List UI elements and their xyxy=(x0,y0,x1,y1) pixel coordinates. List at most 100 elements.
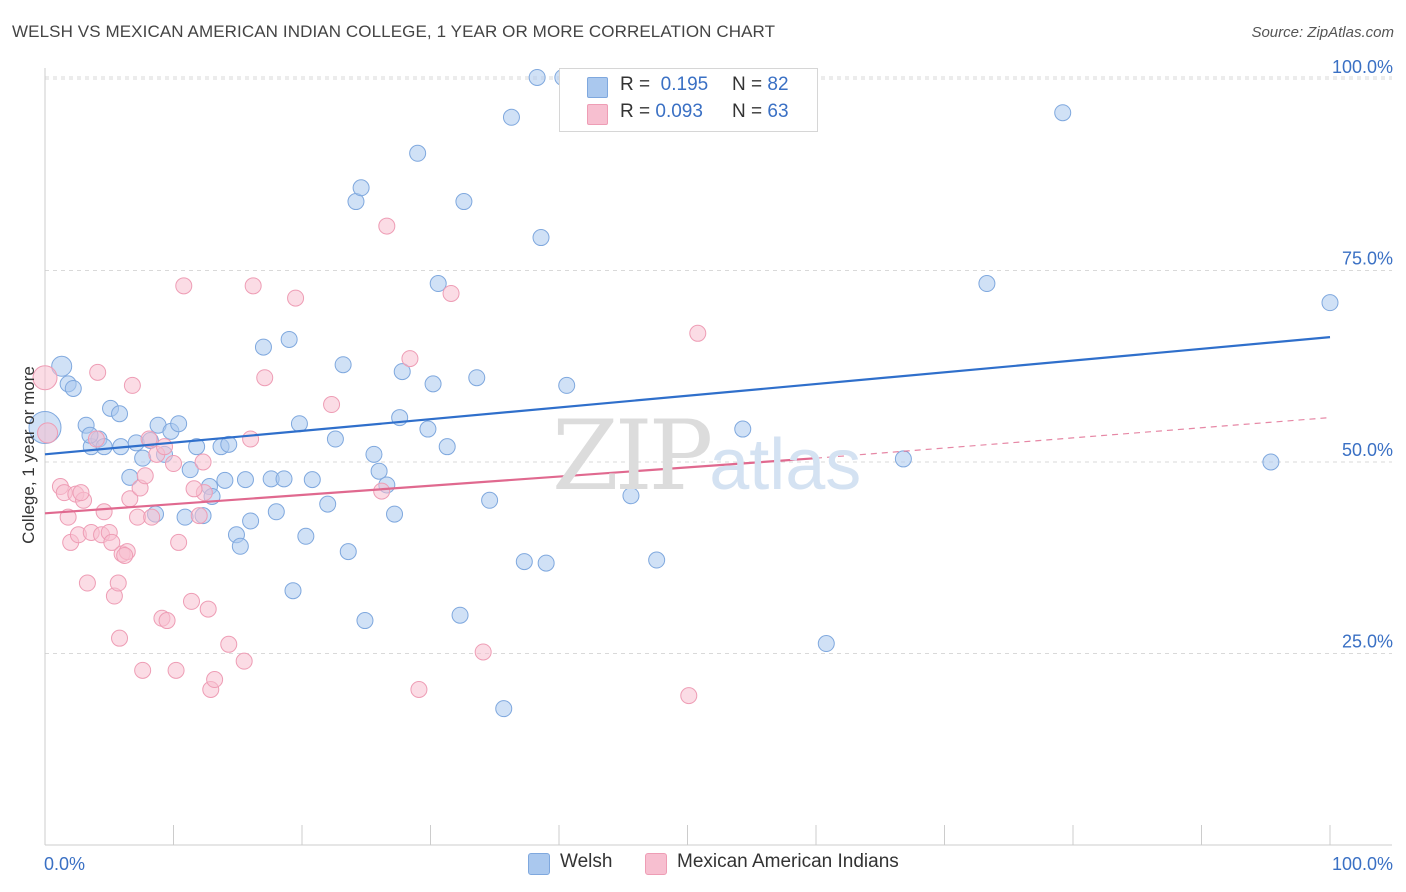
data-point xyxy=(194,453,212,471)
mexican-american-indians-swatch xyxy=(645,853,667,875)
mexican-american-indians-swatch xyxy=(587,104,608,125)
data-point xyxy=(242,430,260,448)
data-point xyxy=(334,356,352,374)
data-point xyxy=(429,275,447,293)
chart-title: WELSH VS MEXICAN AMERICAN INDIAN COLLEGE… xyxy=(12,22,776,41)
data-point xyxy=(284,582,302,600)
data-point xyxy=(78,574,96,592)
data-point xyxy=(59,508,77,526)
data-point xyxy=(817,635,835,653)
n-value: 82 xyxy=(767,74,789,95)
data-point xyxy=(143,508,161,526)
gridlines xyxy=(45,76,1392,654)
data-point xyxy=(220,635,238,653)
data-point xyxy=(419,420,437,438)
data-point xyxy=(495,700,513,718)
data-point xyxy=(378,217,396,235)
data-point xyxy=(373,482,391,500)
y-tick-label: 50.0% xyxy=(1342,440,1393,460)
legend-r-welsh: R = 0.195 xyxy=(620,74,708,96)
mexican-american-indians-points xyxy=(32,217,707,705)
data-point xyxy=(231,537,249,555)
stats-legend: R = 0.195 N = 82 R = 0.093 N = 63 xyxy=(559,68,818,132)
data-point xyxy=(409,144,427,162)
legend-r-mexican: R = 0.093 xyxy=(620,101,703,123)
welsh-swatch xyxy=(528,853,550,875)
data-point xyxy=(123,376,141,394)
r-label: R = xyxy=(620,74,651,95)
data-point xyxy=(103,533,121,551)
x-tick-label: 0.0% xyxy=(44,854,85,874)
bottom-legend-label: Mexican American Indians xyxy=(677,851,899,872)
y-tick-label: 25.0% xyxy=(1342,632,1393,652)
data-point xyxy=(51,355,73,377)
data-point xyxy=(894,450,912,468)
data-point xyxy=(111,629,129,647)
data-point xyxy=(158,612,176,630)
data-point xyxy=(442,284,460,302)
data-point xyxy=(220,435,238,453)
data-point xyxy=(297,527,315,545)
data-point xyxy=(1321,294,1339,312)
data-point xyxy=(206,671,224,689)
data-point xyxy=(199,600,217,618)
data-point xyxy=(72,484,90,502)
data-point xyxy=(134,449,152,467)
data-point xyxy=(410,681,428,699)
data-point xyxy=(216,471,234,489)
mexican-trend-line xyxy=(44,457,817,515)
data-point xyxy=(275,470,293,488)
data-point xyxy=(95,503,113,521)
data-point xyxy=(267,503,285,521)
data-point xyxy=(1262,453,1280,471)
data-point xyxy=(116,546,134,564)
data-point xyxy=(532,229,550,247)
legend-n-mexican: N = 63 xyxy=(732,101,789,123)
data-point xyxy=(190,507,208,525)
data-point xyxy=(140,430,158,448)
data-point xyxy=(537,554,555,572)
welsh-points xyxy=(28,68,1339,718)
data-point xyxy=(303,471,321,489)
y-tick-label: 75.0% xyxy=(1342,249,1393,269)
data-point xyxy=(170,415,188,433)
data-point xyxy=(323,396,341,414)
bottom-legend-label: Welsh xyxy=(560,851,613,872)
legend-n-welsh: N = 82 xyxy=(732,74,789,96)
data-point xyxy=(356,612,374,630)
data-point xyxy=(680,687,698,705)
data-point xyxy=(393,363,411,381)
n-label: N = xyxy=(732,74,763,95)
data-point xyxy=(424,375,442,393)
welsh-swatch xyxy=(587,77,608,98)
data-point xyxy=(136,467,154,485)
data-point xyxy=(528,68,546,86)
data-point xyxy=(386,505,404,523)
data-point xyxy=(165,455,182,473)
data-point xyxy=(236,471,254,489)
data-point xyxy=(689,324,707,342)
y-axis-label: College, 1 year or more xyxy=(19,366,38,544)
data-point xyxy=(170,533,188,551)
y-tick-label: 100.0% xyxy=(1332,57,1393,77)
data-point xyxy=(167,661,185,679)
mexican-trend-extension xyxy=(815,416,1331,459)
welsh-trend-line xyxy=(44,336,1331,456)
data-point xyxy=(734,420,752,438)
data-point xyxy=(290,415,308,433)
data-point xyxy=(175,277,193,295)
data-point xyxy=(502,108,520,126)
data-point xyxy=(37,422,59,444)
r-label: R = xyxy=(620,101,651,122)
data-point xyxy=(978,275,996,293)
data-point xyxy=(185,480,203,498)
source-label: Source: ZipAtlas.com xyxy=(1251,24,1394,41)
data-point xyxy=(622,487,640,505)
data-point xyxy=(401,350,419,368)
data-point xyxy=(319,495,337,513)
axes xyxy=(44,68,1392,846)
data-point xyxy=(64,379,82,397)
data-point xyxy=(339,543,357,561)
r-value: 0.195 xyxy=(660,74,709,95)
data-point xyxy=(188,438,206,456)
